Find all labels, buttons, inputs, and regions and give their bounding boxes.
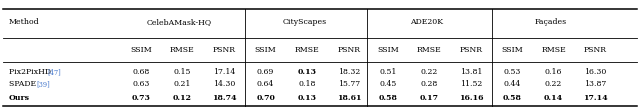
Text: RMSE: RMSE bbox=[295, 46, 319, 54]
Text: 0.58: 0.58 bbox=[378, 94, 397, 102]
Text: 0.22: 0.22 bbox=[545, 80, 562, 89]
Text: 14.30: 14.30 bbox=[213, 80, 235, 89]
Text: 0.22: 0.22 bbox=[421, 68, 438, 76]
Text: PSNR: PSNR bbox=[212, 46, 236, 54]
Text: 0.13: 0.13 bbox=[298, 68, 317, 76]
Text: CelebAMask-HQ: CelebAMask-HQ bbox=[147, 18, 212, 26]
Text: 0.21: 0.21 bbox=[173, 80, 191, 89]
Text: RMSE: RMSE bbox=[417, 46, 442, 54]
Text: 0.17: 0.17 bbox=[420, 94, 439, 102]
Text: Ours: Ours bbox=[9, 94, 30, 102]
Text: 0.58: 0.58 bbox=[502, 94, 522, 102]
Text: PSNR: PSNR bbox=[337, 46, 360, 54]
Text: RMSE: RMSE bbox=[170, 46, 195, 54]
Text: Method: Method bbox=[9, 18, 40, 26]
Text: [39]: [39] bbox=[36, 80, 50, 89]
Text: 17.14: 17.14 bbox=[213, 68, 235, 76]
Text: 16.30: 16.30 bbox=[584, 68, 606, 76]
Text: CityScapes: CityScapes bbox=[282, 18, 326, 26]
Text: 0.13: 0.13 bbox=[298, 94, 317, 102]
Text: RMSE: RMSE bbox=[541, 46, 566, 54]
Text: 0.73: 0.73 bbox=[131, 94, 150, 102]
Text: SSIM: SSIM bbox=[377, 46, 399, 54]
Text: 0.16: 0.16 bbox=[545, 68, 563, 76]
Text: ADE20K: ADE20K bbox=[410, 18, 443, 26]
Text: SSIM: SSIM bbox=[130, 46, 152, 54]
Text: 0.18: 0.18 bbox=[298, 80, 316, 89]
Text: 18.61: 18.61 bbox=[337, 94, 361, 102]
Text: 18.74: 18.74 bbox=[212, 94, 236, 102]
Text: PSNR: PSNR bbox=[460, 46, 483, 54]
Text: 0.44: 0.44 bbox=[504, 80, 520, 89]
Text: 0.63: 0.63 bbox=[132, 80, 150, 89]
Text: 16.16: 16.16 bbox=[459, 94, 483, 102]
Text: 13.87: 13.87 bbox=[584, 80, 606, 89]
Text: [47]: [47] bbox=[47, 68, 61, 76]
Text: 0.64: 0.64 bbox=[257, 80, 274, 89]
Text: 13.81: 13.81 bbox=[460, 68, 482, 76]
Text: Façades: Façades bbox=[534, 18, 567, 26]
Text: 0.68: 0.68 bbox=[132, 68, 149, 76]
Text: 0.69: 0.69 bbox=[257, 68, 275, 76]
Text: 15.77: 15.77 bbox=[338, 80, 360, 89]
Text: Pix2PixHD: Pix2PixHD bbox=[9, 68, 54, 76]
Text: 17.14: 17.14 bbox=[583, 94, 607, 102]
Text: 0.15: 0.15 bbox=[173, 68, 191, 76]
Text: 0.14: 0.14 bbox=[544, 94, 563, 102]
Text: 0.51: 0.51 bbox=[379, 68, 397, 76]
Text: SSIM: SSIM bbox=[501, 46, 523, 54]
Text: SPADE: SPADE bbox=[9, 80, 38, 89]
Text: 0.53: 0.53 bbox=[503, 68, 521, 76]
Text: 11.52: 11.52 bbox=[460, 80, 482, 89]
Text: 0.70: 0.70 bbox=[256, 94, 275, 102]
Text: SSIM: SSIM bbox=[255, 46, 276, 54]
Text: PSNR: PSNR bbox=[584, 46, 607, 54]
Text: 0.12: 0.12 bbox=[173, 94, 192, 102]
Text: 0.45: 0.45 bbox=[380, 80, 396, 89]
Text: 18.32: 18.32 bbox=[338, 68, 360, 76]
Text: 0.28: 0.28 bbox=[421, 80, 438, 89]
